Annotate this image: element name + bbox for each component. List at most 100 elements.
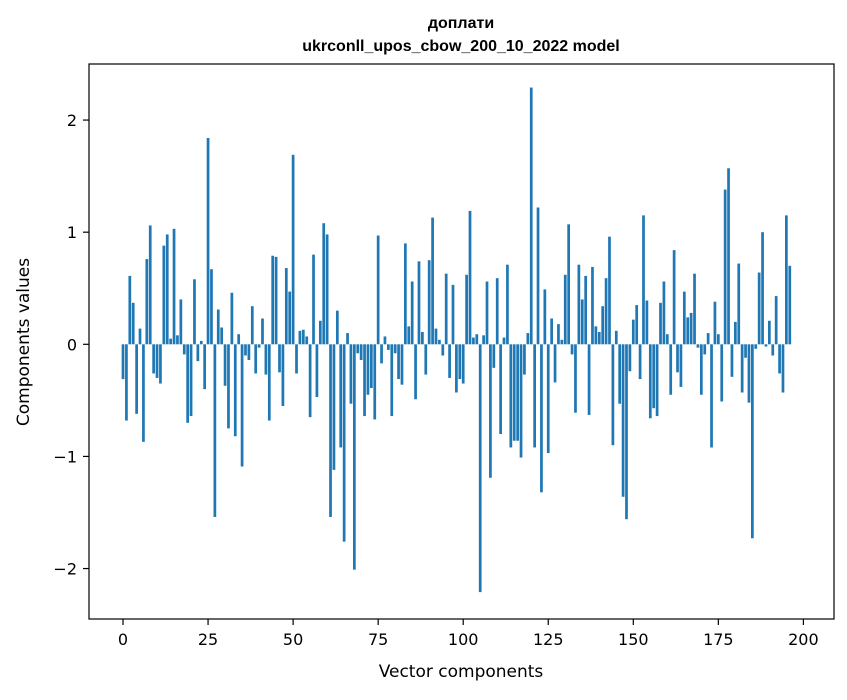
bar — [404, 243, 407, 345]
bar — [223, 344, 227, 386]
bar — [635, 305, 639, 345]
bar — [301, 329, 305, 345]
bar — [509, 344, 513, 448]
bar — [699, 344, 703, 395]
bar — [261, 318, 264, 345]
bar — [359, 344, 363, 360]
x-tick-label: 50 — [283, 630, 303, 649]
bar — [434, 328, 438, 345]
bar — [421, 331, 424, 345]
bar — [580, 299, 584, 345]
bar — [176, 335, 179, 345]
bar — [662, 281, 666, 345]
bar — [523, 344, 526, 375]
bar — [526, 333, 530, 345]
y-axis-ticks: −2 −1 0 1 2 — [53, 111, 89, 579]
bar — [308, 344, 312, 418]
bar — [240, 344, 244, 467]
bar — [468, 210, 472, 345]
bar — [165, 234, 169, 345]
bar — [778, 344, 781, 374]
bar — [465, 274, 468, 345]
x-tick-label: 100 — [448, 630, 479, 649]
bar — [383, 336, 387, 345]
bar — [502, 337, 506, 345]
bar — [380, 344, 383, 364]
bar — [604, 278, 608, 345]
bar — [397, 344, 400, 380]
bar — [274, 256, 278, 345]
bar — [230, 292, 234, 345]
bar — [608, 236, 611, 345]
x-tick-label: 125 — [533, 630, 564, 649]
bar — [652, 344, 656, 409]
bar — [431, 217, 434, 345]
bar — [216, 309, 220, 345]
bar — [461, 344, 465, 384]
bar — [750, 344, 754, 539]
bar — [574, 344, 577, 413]
bar — [478, 344, 482, 593]
bar — [363, 344, 366, 417]
bar — [550, 318, 554, 345]
y-tick-label: −2 — [53, 560, 77, 579]
bar — [771, 344, 775, 356]
bar — [237, 334, 241, 345]
bar — [785, 215, 788, 345]
bar — [373, 344, 377, 420]
bar — [342, 344, 346, 542]
bar — [584, 275, 588, 345]
bar — [679, 344, 683, 387]
bar — [587, 344, 591, 415]
bar — [730, 344, 734, 377]
bar — [244, 344, 247, 356]
y-tick-label: −1 — [53, 447, 77, 466]
bar — [621, 344, 625, 497]
x-tick-label: 25 — [198, 630, 218, 649]
bar — [618, 344, 622, 404]
bar — [448, 344, 451, 378]
bar — [438, 339, 441, 345]
bar — [761, 232, 764, 345]
bar — [210, 269, 213, 345]
bar — [291, 154, 295, 345]
y-tick-label: 2 — [67, 111, 77, 130]
bar — [720, 344, 724, 402]
x-tick-label: 175 — [703, 630, 734, 649]
bar — [733, 321, 737, 345]
bar — [533, 344, 536, 448]
bar — [713, 301, 717, 345]
bar — [387, 344, 390, 350]
bar — [686, 317, 690, 345]
x-tick-label: 75 — [368, 630, 388, 649]
bar — [594, 326, 598, 345]
bar — [427, 260, 431, 345]
bar — [142, 344, 145, 442]
bar — [145, 259, 149, 345]
bar — [152, 344, 155, 374]
bar — [672, 250, 676, 345]
bar — [665, 334, 669, 345]
bar — [213, 344, 217, 517]
bar — [489, 344, 492, 478]
bar — [472, 337, 475, 345]
bar — [441, 344, 445, 356]
bar — [312, 254, 315, 345]
x-tick-label: 150 — [618, 630, 649, 649]
bar — [264, 344, 268, 375]
bar — [220, 327, 224, 345]
bar — [682, 291, 686, 345]
bar — [516, 344, 519, 441]
bar — [159, 344, 162, 384]
y-tick-label: 1 — [67, 223, 77, 242]
bar — [689, 312, 693, 345]
bar — [546, 344, 550, 454]
bar — [138, 328, 142, 345]
bar — [614, 330, 618, 345]
bar — [278, 344, 281, 373]
y-tick-label: 0 — [67, 335, 77, 354]
bar — [625, 344, 628, 520]
bar — [281, 344, 285, 406]
bar — [400, 344, 404, 385]
